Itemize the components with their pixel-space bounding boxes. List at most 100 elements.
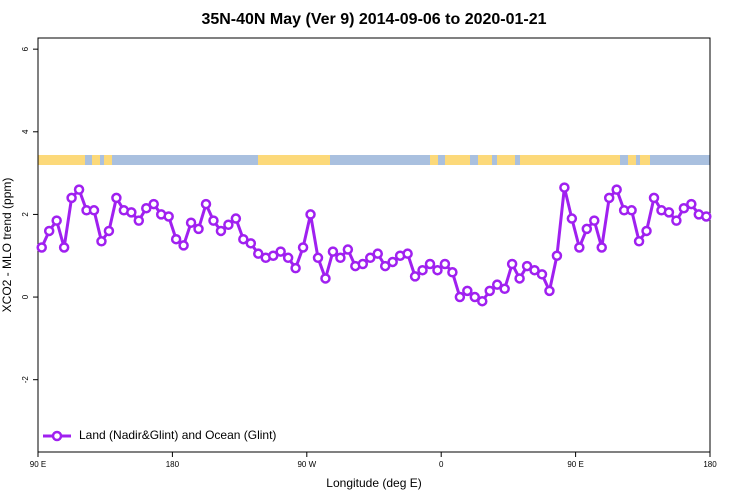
data-point bbox=[66, 192, 77, 204]
data-point bbox=[43, 225, 55, 237]
data-point bbox=[372, 248, 383, 259]
data-point bbox=[126, 207, 137, 218]
y-tick-label: 4 bbox=[21, 129, 30, 134]
data-point bbox=[514, 273, 525, 284]
data-point bbox=[282, 252, 294, 264]
x-tick-label: 90 E bbox=[567, 460, 583, 469]
data-point bbox=[305, 209, 316, 220]
data-point bbox=[633, 236, 645, 247]
y-tick-label: -2 bbox=[21, 376, 30, 384]
data-point bbox=[559, 182, 570, 193]
data-point bbox=[686, 198, 697, 210]
data-point bbox=[320, 273, 331, 284]
data-point bbox=[275, 246, 286, 257]
x-tick-label: 0 bbox=[439, 460, 444, 469]
data-point bbox=[499, 283, 510, 295]
data-point bbox=[544, 285, 555, 297]
y-tick-label: 6 bbox=[21, 46, 30, 51]
data-point bbox=[103, 225, 115, 237]
data-point bbox=[484, 285, 495, 297]
data-point bbox=[603, 192, 615, 204]
data-point bbox=[230, 213, 242, 224]
data-point bbox=[648, 192, 660, 204]
data-point bbox=[566, 213, 578, 224]
data-point bbox=[596, 242, 607, 253]
x-tick-label: 180 bbox=[166, 460, 180, 469]
data-point bbox=[73, 184, 85, 195]
data-point bbox=[611, 184, 622, 195]
data-point bbox=[678, 202, 690, 214]
data-point bbox=[335, 252, 346, 264]
data-point bbox=[529, 264, 540, 276]
data-point bbox=[551, 250, 563, 261]
x-axis-label: Longitude (deg E) bbox=[326, 476, 421, 490]
data-point bbox=[238, 233, 249, 245]
legend-label: Land (Nadir&Glint) and Ocean (Glint) bbox=[79, 428, 276, 442]
data-point bbox=[193, 223, 204, 235]
data-point bbox=[641, 225, 652, 237]
data-point bbox=[447, 267, 458, 278]
data-point bbox=[163, 211, 174, 222]
data-point bbox=[133, 215, 145, 226]
x-tick-label: 90 W bbox=[297, 460, 316, 469]
data-point bbox=[297, 242, 309, 253]
data-point bbox=[491, 279, 503, 290]
data-point bbox=[574, 242, 585, 253]
data-point bbox=[626, 205, 637, 216]
data-point bbox=[469, 291, 481, 303]
data-point bbox=[245, 238, 257, 249]
data-point bbox=[581, 223, 593, 235]
y-axis-label: XCO2 - MLO trend (ppm) bbox=[0, 178, 14, 313]
data-point bbox=[432, 264, 443, 276]
data-point bbox=[253, 248, 264, 259]
data-point bbox=[417, 264, 428, 276]
series-line bbox=[40, 186, 707, 304]
y-tick-label: 2 bbox=[21, 212, 30, 217]
land-ocean-strip bbox=[38, 155, 710, 165]
chart-title: 35N-40N May (Ver 9) 2014-09-06 to 2020-0… bbox=[201, 11, 546, 28]
data-point bbox=[424, 258, 436, 270]
data-point bbox=[477, 295, 488, 307]
data-point bbox=[521, 260, 533, 272]
data-point bbox=[454, 291, 466, 303]
plot-frame bbox=[37, 37, 711, 453]
data-point bbox=[671, 215, 682, 226]
data-point bbox=[51, 215, 62, 226]
data-point bbox=[409, 271, 421, 282]
data-point bbox=[589, 215, 600, 226]
data-point bbox=[267, 250, 279, 261]
data-point bbox=[701, 211, 712, 222]
data-point bbox=[111, 192, 122, 204]
data-point bbox=[506, 258, 518, 270]
data-point bbox=[439, 258, 451, 270]
data-point bbox=[327, 246, 339, 257]
data-point bbox=[462, 285, 473, 297]
x-tick-label: 180 bbox=[703, 460, 717, 469]
data-point bbox=[88, 205, 100, 216]
data-point bbox=[357, 258, 369, 270]
data-point bbox=[148, 198, 159, 210]
data-point bbox=[312, 252, 324, 264]
data-point bbox=[536, 269, 548, 280]
data-point bbox=[402, 248, 413, 259]
data-point bbox=[178, 240, 189, 251]
data-point bbox=[58, 242, 70, 253]
data-point bbox=[290, 262, 301, 274]
data-point bbox=[365, 252, 376, 264]
y-tick-label: 0 bbox=[21, 294, 30, 299]
data-point bbox=[185, 217, 197, 228]
x-tick-label: 90 E bbox=[30, 460, 46, 469]
data-point bbox=[170, 233, 182, 245]
data-point bbox=[342, 244, 354, 255]
data-point bbox=[663, 207, 675, 218]
data-point bbox=[208, 215, 219, 226]
data-point bbox=[36, 242, 47, 253]
data-point bbox=[200, 198, 212, 210]
data-point bbox=[223, 219, 234, 231]
data-point bbox=[379, 260, 391, 272]
data-point bbox=[387, 256, 398, 268]
data-point bbox=[141, 202, 152, 214]
data-point bbox=[96, 236, 107, 247]
legend-marker bbox=[51, 430, 63, 442]
